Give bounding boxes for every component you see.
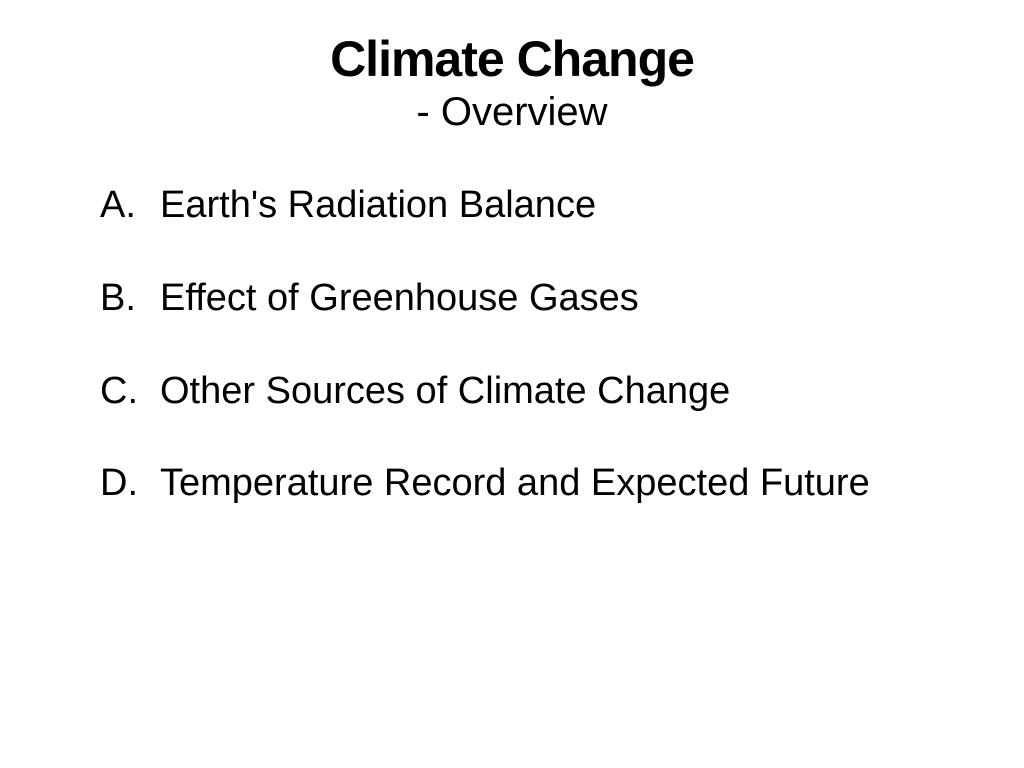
list-item: B. Effect of Greenhouse Gases	[100, 268, 964, 329]
title-block: Climate Change - Overview	[60, 30, 964, 135]
list-text: Effect of Greenhouse Gases	[160, 268, 964, 329]
list-item: C. Other Sources of Climate Change	[100, 361, 964, 422]
list-letter: C.	[100, 361, 160, 422]
outline-list: A. Earth's Radiation Balance B. Effect o…	[60, 175, 964, 514]
list-text: Earth's Radiation Balance	[160, 175, 964, 236]
list-letter: A.	[100, 175, 160, 236]
slide-subtitle: - Overview	[60, 90, 964, 135]
list-item: A. Earth's Radiation Balance	[100, 175, 964, 236]
list-item: D. Temperature Record and Expected Futur…	[100, 453, 964, 514]
list-letter: B.	[100, 268, 160, 329]
list-text: Temperature Record and Expected Future	[160, 453, 964, 514]
list-text: Other Sources of Climate Change	[160, 361, 964, 422]
list-letter: D.	[100, 453, 160, 514]
slide-title: Climate Change	[60, 30, 964, 88]
